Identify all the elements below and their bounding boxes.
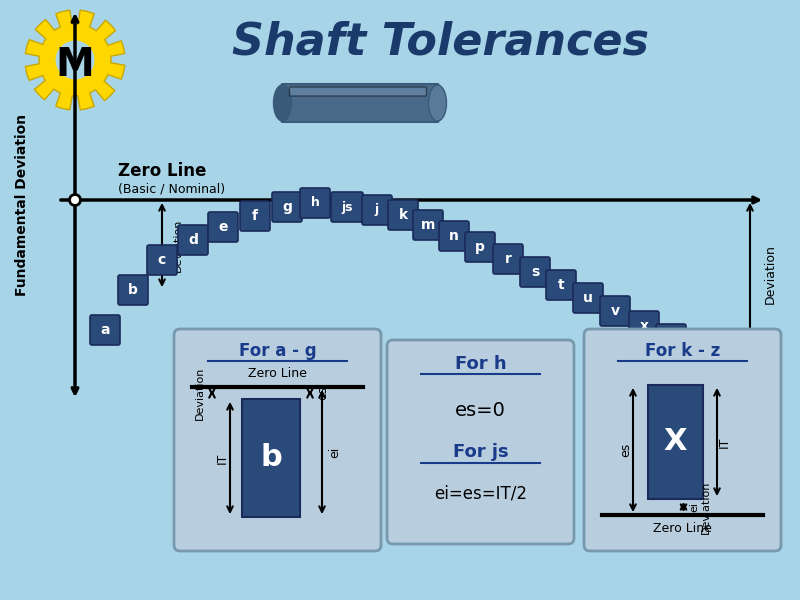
FancyBboxPatch shape (118, 275, 148, 305)
Text: r: r (505, 252, 511, 266)
FancyBboxPatch shape (388, 200, 418, 230)
FancyBboxPatch shape (331, 192, 363, 222)
FancyBboxPatch shape (272, 192, 302, 222)
Text: es: es (316, 386, 329, 400)
Text: t: t (558, 278, 564, 292)
FancyBboxPatch shape (90, 315, 120, 345)
FancyBboxPatch shape (282, 84, 438, 122)
Text: Deviation: Deviation (195, 367, 205, 419)
FancyBboxPatch shape (300, 188, 330, 218)
Text: Shaft Tolerances: Shaft Tolerances (231, 20, 649, 64)
Text: Deviation: Deviation (701, 481, 710, 533)
Text: ei: ei (690, 502, 699, 512)
Text: X: X (664, 427, 687, 457)
Text: g: g (282, 200, 292, 214)
Bar (648, 385, 703, 499)
Text: f: f (252, 209, 258, 223)
Text: s: s (531, 265, 539, 279)
Text: j: j (375, 203, 379, 217)
FancyBboxPatch shape (600, 296, 630, 326)
Text: Zero Line: Zero Line (653, 523, 712, 535)
Text: e: e (218, 220, 228, 234)
FancyBboxPatch shape (493, 244, 523, 274)
FancyBboxPatch shape (439, 221, 469, 251)
FancyBboxPatch shape (413, 210, 443, 240)
FancyBboxPatch shape (362, 195, 392, 225)
FancyBboxPatch shape (520, 257, 550, 287)
Text: For h: For h (454, 355, 506, 373)
Text: M: M (56, 46, 94, 84)
Text: ei: ei (328, 446, 341, 458)
Text: Deviation: Deviation (173, 218, 183, 272)
Text: d: d (188, 233, 198, 247)
Text: (Basic / Nominal): (Basic / Nominal) (118, 182, 225, 195)
Circle shape (70, 194, 81, 205)
Text: Fundamental Deviation: Fundamental Deviation (15, 114, 29, 296)
Text: x: x (639, 319, 649, 333)
FancyBboxPatch shape (546, 270, 576, 300)
Text: Deviation: Deviation (764, 244, 777, 304)
Text: For k - z: For k - z (645, 342, 720, 360)
FancyBboxPatch shape (240, 201, 270, 231)
FancyBboxPatch shape (465, 232, 495, 262)
FancyBboxPatch shape (174, 329, 381, 551)
Text: b: b (260, 443, 282, 473)
Text: y: y (666, 332, 675, 346)
Ellipse shape (429, 85, 446, 121)
Bar (242, 399, 300, 517)
Text: es=0: es=0 (455, 401, 506, 421)
FancyBboxPatch shape (387, 340, 574, 544)
Text: ei=es=IT/2: ei=es=IT/2 (434, 485, 527, 503)
Text: es: es (619, 443, 633, 457)
Text: a: a (100, 323, 110, 337)
FancyBboxPatch shape (208, 212, 238, 242)
Text: z: z (692, 346, 700, 360)
FancyBboxPatch shape (629, 311, 659, 341)
FancyBboxPatch shape (584, 329, 781, 551)
Text: c: c (158, 253, 166, 267)
Circle shape (56, 41, 94, 79)
Ellipse shape (274, 85, 291, 121)
Polygon shape (26, 10, 125, 110)
Text: n: n (449, 229, 459, 243)
FancyBboxPatch shape (147, 245, 177, 275)
Text: For a - g: For a - g (238, 342, 316, 360)
FancyBboxPatch shape (290, 87, 426, 96)
Text: Zero Line: Zero Line (118, 162, 206, 180)
Text: Zero Line: Zero Line (248, 367, 307, 380)
Text: k: k (398, 208, 407, 222)
Text: js: js (342, 200, 353, 214)
Text: For js: For js (453, 443, 508, 461)
Text: p: p (475, 240, 485, 254)
Text: m: m (421, 218, 435, 232)
FancyBboxPatch shape (656, 324, 686, 354)
FancyBboxPatch shape (178, 225, 208, 255)
Text: u: u (583, 291, 593, 305)
Text: IT: IT (718, 436, 730, 448)
Text: IT: IT (215, 452, 229, 464)
Text: v: v (610, 304, 619, 318)
Text: h: h (310, 196, 319, 209)
Text: b: b (128, 283, 138, 297)
FancyBboxPatch shape (681, 338, 711, 368)
FancyBboxPatch shape (573, 283, 603, 313)
